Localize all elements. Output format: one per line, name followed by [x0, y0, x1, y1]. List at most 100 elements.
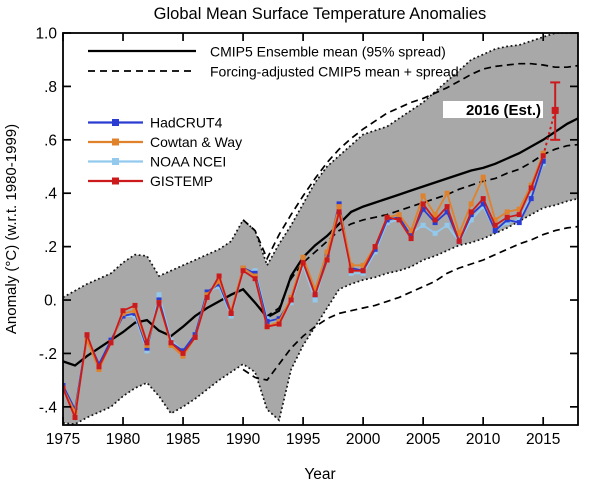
gistemp-marker [228, 310, 234, 316]
noaa-ncei-marker [420, 222, 426, 228]
chart-title: Global Mean Surface Temperature Anomalie… [154, 5, 487, 23]
hadcrut4-legend-marker [112, 119, 119, 126]
noaa-ncei-marker [468, 217, 474, 223]
gistemp-marker [84, 332, 90, 338]
hadcrut4-marker [204, 289, 210, 295]
hadcrut4-marker [180, 348, 186, 354]
cowtan-way-marker [540, 150, 546, 156]
estimate-2016-connector [542, 110, 557, 157]
gistemp-legend-label: GISTEMP [150, 173, 213, 189]
noaa-ncei-marker [312, 297, 318, 303]
hadcrut4-marker [396, 214, 402, 220]
hadcrut4-marker [372, 246, 378, 252]
gistemp-marker [492, 222, 498, 228]
gistemp-marker [444, 204, 450, 210]
legend-item-gistemp: GISTEMP [88, 173, 213, 189]
forcing-adjusted-legend-label: Forcing-adjusted CMIP5 mean + spread [210, 64, 459, 80]
gistemp-marker [396, 217, 402, 223]
cmip5-spread-band [63, 33, 578, 425]
hadcrut4-marker [276, 316, 282, 322]
x-tick-label: 1995 [286, 431, 320, 448]
hadcrut4-marker [120, 313, 126, 319]
gistemp-marker [63, 385, 66, 391]
gistemp-marker [312, 292, 318, 298]
cowtan-way-marker [312, 286, 318, 292]
hadcrut4-marker [444, 209, 450, 215]
cmip5-mean-legend-label: CMIP5 Ensemble mean (95% spread) [210, 44, 446, 60]
cmip5-ensemble-mean-line [63, 117, 578, 367]
cowtan-way-marker [492, 217, 498, 223]
gistemp-marker [372, 244, 378, 250]
series-gistemp [63, 153, 546, 421]
cowtan-way-marker [324, 249, 330, 255]
gistemp-marker [108, 340, 114, 346]
noaa-ncei-marker [516, 217, 522, 223]
hadcrut4-marker [528, 196, 534, 202]
noaa-ncei-marker [216, 284, 222, 290]
y-tick-label: .2 [44, 239, 57, 256]
gistemp-marker [120, 308, 126, 314]
noaa-ncei-marker [444, 222, 450, 228]
y-tick-label: .4 [44, 186, 57, 203]
gistemp-marker [348, 268, 354, 274]
adjusted-upper-line [242, 62, 578, 261]
hadcrut4-marker [384, 217, 390, 223]
cowtan-way-marker [96, 367, 102, 372]
noaa-ncei-marker [288, 300, 294, 306]
plot-border [62, 32, 579, 426]
gistemp-marker [300, 260, 306, 266]
noaa-ncei-legend-marker [112, 158, 119, 165]
x-tick-label: 1990 [226, 431, 261, 448]
noaa-ncei-marker [504, 220, 510, 226]
noaa-ncei-marker [252, 268, 258, 274]
legend-item-cowtan-way: Cowtan & Way [88, 134, 242, 150]
y-tick-label: -.2 [39, 346, 57, 363]
axes: 1975 1980 1985 1990 1995 2000 2005 2010 2015 1.0.… [35, 26, 578, 448]
cowtan-way-marker [444, 190, 450, 196]
cowtan-way-marker [348, 262, 354, 268]
legend-item-hadcrut4: HadCRUT4 [88, 115, 223, 131]
noaa-ncei-marker [432, 230, 438, 236]
noaa-ncei-marker [372, 249, 378, 255]
gistemp-marker [180, 350, 186, 356]
noaa-ncei-marker [384, 220, 390, 226]
cowtan-way-marker [216, 278, 222, 284]
gistemp-marker [72, 415, 78, 420]
cowtan-way-marker [396, 212, 402, 218]
cmip5-band-upper-edge [63, 33, 578, 299]
noaa-ncei-marker [156, 292, 162, 298]
adjusted-lower-line [242, 225, 578, 382]
hadcrut4-marker [264, 318, 270, 324]
hadcrut4-marker [252, 270, 258, 276]
gistemp-marker [252, 276, 258, 282]
cowtan-way-marker [360, 262, 366, 268]
y-tick-label: -.4 [39, 399, 57, 416]
cowtan-way-marker [120, 310, 126, 316]
hadcrut4-marker [108, 337, 114, 343]
hadcrut4-marker [336, 201, 342, 207]
gistemp-marker [456, 238, 462, 244]
gistemp-marker [216, 273, 222, 279]
cowtan-way-marker [516, 206, 522, 212]
gistemp-marker [264, 324, 270, 330]
legend-item-noaa-ncei: NOAA NCEI [88, 154, 226, 170]
noaa-ncei-marker [360, 270, 366, 276]
x-tick-label: 1980 [106, 431, 141, 448]
hadcrut4-marker [96, 361, 102, 367]
plot-area [63, 33, 578, 425]
estimate-2016-label: 2016 (Est.) [466, 102, 541, 119]
cowtan-way-marker [132, 308, 138, 314]
cowtan-way-marker [336, 204, 342, 210]
gistemp-marker [192, 334, 198, 340]
gistemp-marker [432, 217, 438, 223]
hadcrut4-marker [540, 158, 546, 164]
y-tick-label: 1.0 [35, 26, 57, 43]
cowtan-way-marker [432, 212, 438, 218]
gistemp-marker [276, 321, 282, 327]
y-tick-label: .8 [44, 79, 57, 96]
hadcrut4-marker [216, 281, 222, 287]
hadcrut4-marker [516, 220, 522, 226]
x-tick-label: 2010 [466, 431, 501, 448]
gistemp-marker [336, 209, 342, 215]
